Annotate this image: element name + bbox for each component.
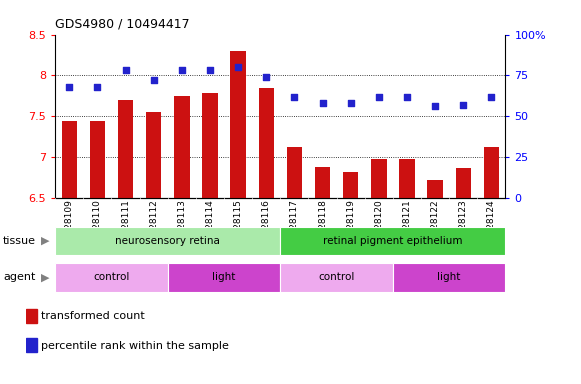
Text: GSM928118: GSM928118: [318, 199, 327, 254]
Bar: [399, 159, 415, 198]
Text: light: light: [437, 272, 461, 283]
Point: [121, 67, 130, 73]
Bar: [118, 100, 133, 198]
Text: tissue: tissue: [3, 236, 36, 246]
Bar: [315, 167, 330, 198]
Bar: [55, 263, 168, 292]
Text: GSM928122: GSM928122: [431, 199, 440, 254]
Point: [374, 94, 383, 100]
Text: GSM928121: GSM928121: [403, 199, 411, 254]
Bar: [259, 88, 274, 198]
Point: [487, 94, 496, 100]
Text: GSM928111: GSM928111: [121, 199, 130, 254]
Text: GSM928114: GSM928114: [206, 199, 214, 254]
Point: [205, 67, 214, 73]
Text: GSM928110: GSM928110: [93, 199, 102, 254]
Bar: [146, 112, 162, 198]
Text: control: control: [318, 272, 355, 283]
Text: GSM928109: GSM928109: [64, 199, 74, 254]
Bar: [89, 121, 105, 198]
Bar: [371, 159, 386, 198]
Point: [346, 100, 356, 106]
Point: [64, 84, 74, 90]
Point: [261, 74, 271, 80]
Text: GSM928120: GSM928120: [374, 199, 383, 254]
Text: ▶: ▶: [41, 236, 49, 246]
Point: [402, 94, 411, 100]
Text: GSM928116: GSM928116: [262, 199, 271, 254]
Text: control: control: [94, 272, 130, 283]
Bar: [26, 309, 37, 323]
Bar: [168, 263, 280, 292]
Text: agent: agent: [3, 272, 35, 283]
Text: GSM928123: GSM928123: [459, 199, 468, 254]
Bar: [174, 96, 189, 198]
Point: [149, 77, 159, 83]
Point: [318, 100, 327, 106]
Text: GDS4980 / 10494417: GDS4980 / 10494417: [55, 18, 190, 31]
Bar: [202, 93, 218, 198]
Text: GSM928119: GSM928119: [346, 199, 355, 254]
Point: [234, 64, 243, 70]
Text: retinal pigment epithelium: retinal pigment epithelium: [323, 236, 462, 246]
Bar: [428, 180, 443, 198]
Bar: [483, 147, 499, 198]
Point: [458, 102, 468, 108]
Bar: [456, 167, 471, 198]
Bar: [62, 121, 77, 198]
Text: GSM928117: GSM928117: [290, 199, 299, 254]
Text: GSM928112: GSM928112: [149, 199, 158, 254]
Bar: [280, 227, 505, 255]
Bar: [343, 172, 358, 198]
Text: GSM928113: GSM928113: [177, 199, 187, 254]
Text: transformed count: transformed count: [41, 311, 145, 321]
Text: light: light: [213, 272, 236, 283]
Point: [290, 94, 299, 100]
Bar: [393, 263, 505, 292]
Bar: [55, 227, 280, 255]
Point: [93, 84, 102, 90]
Text: GSM928115: GSM928115: [234, 199, 243, 254]
Text: neurosensory retina: neurosensory retina: [115, 236, 220, 246]
Bar: [280, 263, 393, 292]
Bar: [231, 51, 246, 198]
Text: GSM928124: GSM928124: [487, 199, 496, 254]
Bar: [26, 338, 37, 353]
Point: [177, 67, 187, 73]
Text: ▶: ▶: [41, 272, 49, 283]
Point: [431, 103, 440, 109]
Text: percentile rank within the sample: percentile rank within the sample: [41, 341, 229, 351]
Bar: [286, 147, 302, 198]
